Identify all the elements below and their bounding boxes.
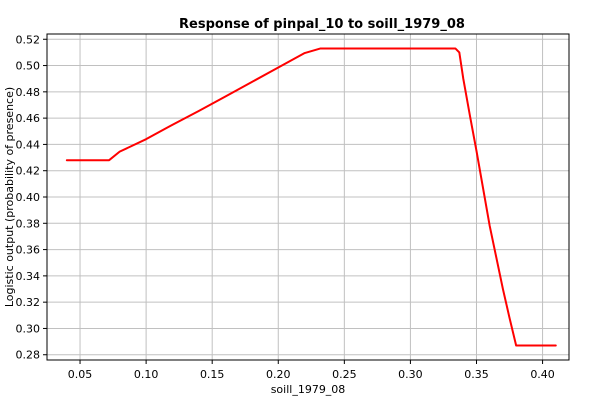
y-tick-label: 0.48 — [16, 86, 41, 99]
x-tick-label: 0.35 — [464, 368, 489, 381]
y-tick-label: 0.42 — [16, 165, 41, 178]
y-axis-title: Logistic output (probability of presence… — [3, 87, 16, 307]
y-tick-label: 0.32 — [16, 296, 41, 309]
chart-title: Response of pinpal_10 to soill_1979_08 — [179, 17, 465, 32]
y-tick-label: 0.34 — [16, 270, 41, 283]
y-tick-label: 0.38 — [16, 217, 41, 230]
x-tick-label: 0.30 — [398, 368, 423, 381]
y-tick-label: 0.30 — [16, 322, 41, 335]
y-tick-label: 0.40 — [16, 191, 41, 204]
y-axis-ticks: 0.28 0.30 0.32 0.34 0.36 0.38 0.40 0.42 0.44 0.46… — [16, 33, 47, 362]
x-tick-label: 0.05 — [68, 368, 93, 381]
y-tick-label: 0.28 — [16, 349, 41, 362]
y-tick-label: 0.36 — [16, 244, 41, 257]
x-tick-label: 0.40 — [530, 368, 555, 381]
x-axis-title: soill_1979_08 — [271, 383, 346, 396]
y-tick-label: 0.50 — [16, 60, 41, 73]
x-tick-label: 0.25 — [332, 368, 357, 381]
grid-layer — [47, 34, 569, 360]
x-tick-label: 0.20 — [266, 368, 291, 381]
x-axis-ticks: 0.05 0.10 0.15 0.20 0.25 0.30 0.35 0.40 — [68, 360, 555, 381]
y-tick-label: 0.46 — [16, 112, 41, 125]
response-curve-line — [65, 47, 557, 347]
x-tick-label: 0.15 — [200, 368, 225, 381]
x-tick-label: 0.10 — [134, 368, 159, 381]
y-tick-label: 0.44 — [16, 138, 41, 151]
y-tick-label: 0.52 — [16, 33, 41, 46]
